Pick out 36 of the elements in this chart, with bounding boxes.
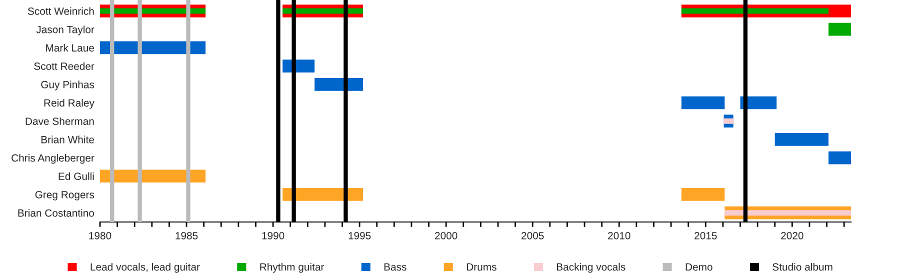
y-tick-label: Scott Weinrich [28,7,94,15]
y-tick-label: Ed Gulli [58,172,94,180]
y-tick-label: Jason Taylor [36,26,94,36]
bar [681,96,725,110]
legend-label: Bass [384,263,406,271]
bar [828,151,851,164]
bar [681,188,725,201]
legend-label: Rhythm guitar [260,263,324,273]
y-tick-label: Reid Raley [44,98,94,109]
bar [724,118,734,124]
bar [774,133,829,146]
y-tick-label: Brian Costantino [18,209,94,217]
legend-label: Demo [686,263,712,271]
y-tick-label: Guy Pinhas [41,80,94,90]
legend-label: Drums [466,263,496,271]
x-tick-label: 1980 [89,232,112,240]
x-tick-label: 2010 [608,232,630,240]
x-tick-label: 2005 [522,232,544,240]
y-tick-label: Chris Angleberger [12,154,94,164]
x-tick-label: 2020 [781,232,804,240]
x-tick-label: 1990 [262,232,284,240]
y-tick-label: Greg Rogers [35,190,94,200]
x-tick-label: 2015 [694,232,717,240]
y-tick-label: Dave Sherman [26,117,94,125]
x-tick-label: 1985 [176,232,198,240]
bar [314,78,364,91]
y-tick-label: Brian White [41,136,94,144]
legend-label: Studio album [772,263,832,271]
bar [681,8,829,14]
x-tick-label: 2000 [435,232,458,240]
legend-label: Lead vocals, lead guitar [90,263,200,273]
legend-label: Backing vocals [557,263,626,273]
bar [724,210,851,216]
y-tick-label: Scott Reeder [34,62,94,70]
y-tick-label: Mark Laue [46,44,94,52]
x-tick-label: 1995 [348,232,371,240]
